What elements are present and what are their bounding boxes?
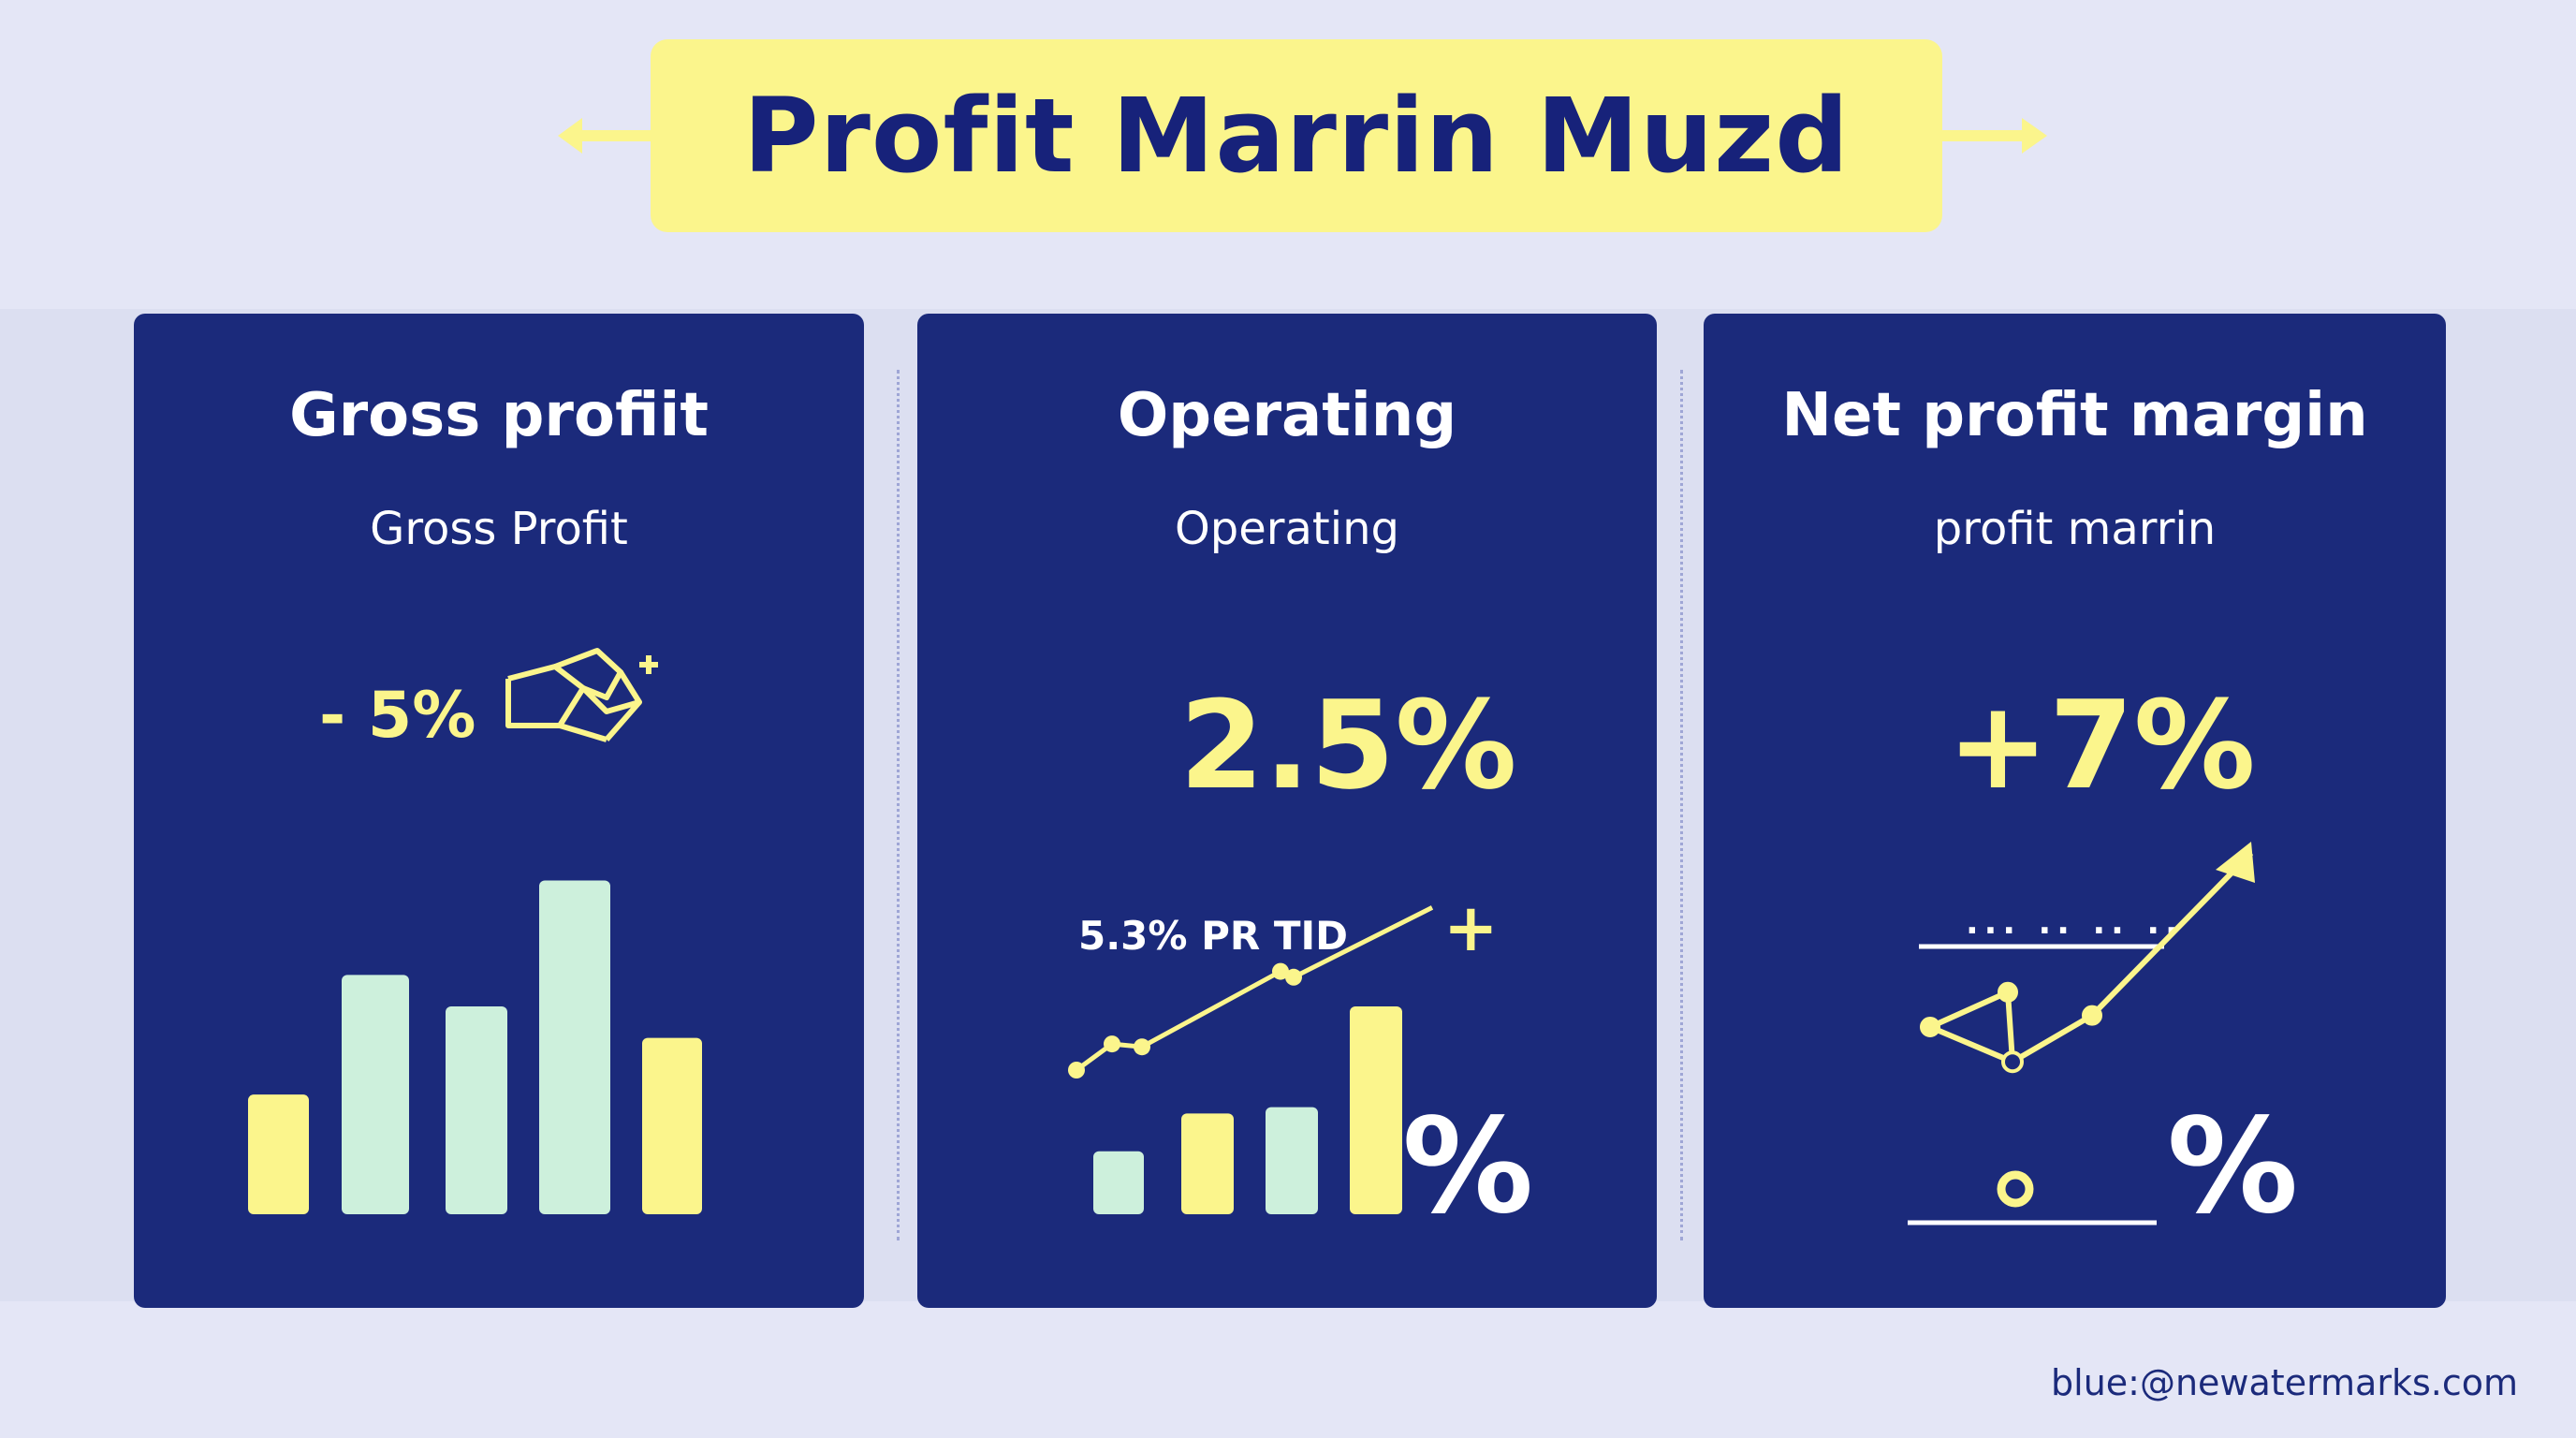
bar <box>342 975 409 1214</box>
dotted-label: ... .. .. .. <box>1966 903 2184 942</box>
metric-value: 2.5% <box>1179 674 1517 816</box>
bar <box>1266 1107 1318 1214</box>
metric-value: +7% <box>1947 674 2256 816</box>
trend-point <box>1068 1062 1085 1078</box>
card-title: Gross profiit <box>289 381 709 450</box>
operating-bar-chart <box>1068 905 1434 1214</box>
card-subtitle: Gross Profit <box>370 503 628 555</box>
percent-glyph: % <box>2167 1091 2299 1243</box>
trend-point <box>2082 1005 2102 1026</box>
trend-line-branch <box>1928 1024 2014 1064</box>
card-title: Operating <box>1117 381 1457 450</box>
bar <box>248 1094 309 1214</box>
gross-profit-bar-chart <box>248 880 702 1214</box>
left-arrow-icon <box>558 118 651 154</box>
card-gross-profit: Gross profiit Gross Profit - 5% <box>134 314 864 1308</box>
card-subtitle: profit marrin <box>1933 503 2217 555</box>
plus-glyph: + <box>1443 889 1499 966</box>
page-title: Profit Marrin Muzd <box>743 76 1850 196</box>
metric-value: - 5% <box>319 679 476 753</box>
bar <box>1181 1113 1234 1214</box>
ring-marker <box>1997 1170 2034 1208</box>
trend-point <box>1104 1035 1120 1053</box>
trend-point <box>1134 1038 1150 1056</box>
divider <box>1680 370 1683 1240</box>
arrowhead-icon <box>2216 842 2255 883</box>
trend-point <box>1920 1017 1940 1037</box>
bar <box>1093 1151 1144 1214</box>
trend-point <box>1272 962 1289 980</box>
chart-annotation: 5.3% PR TID <box>1078 913 1348 959</box>
divider <box>897 370 900 1240</box>
net-profit-line-chart <box>1908 842 2255 1225</box>
bar <box>1350 1006 1402 1214</box>
hand-pointer-icon <box>505 648 658 742</box>
right-arrow-icon <box>1939 118 2047 154</box>
bar <box>539 880 610 1214</box>
trend-point <box>1285 968 1302 986</box>
bar <box>446 1006 507 1214</box>
card-net-profit-margin: Net profit margin profit marrin +7% ... … <box>1704 314 2446 1308</box>
percent-glyph: % <box>1402 1091 1534 1243</box>
watermark: blue:@newatermarks.com <box>2051 1362 2518 1403</box>
trend-point <box>2001 1050 2024 1074</box>
title-banner: Profit Marrin Muzd <box>651 39 1942 232</box>
card-operating: Operating Operating 2.5% 5.3% PR TID + % <box>917 314 1657 1308</box>
trend-line <box>1928 850 2254 1067</box>
card-title: Net profit margin <box>1781 381 2368 450</box>
card-subtitle: Operating <box>1175 503 1399 555</box>
trend-point <box>1998 981 2018 1003</box>
bar <box>642 1037 702 1214</box>
